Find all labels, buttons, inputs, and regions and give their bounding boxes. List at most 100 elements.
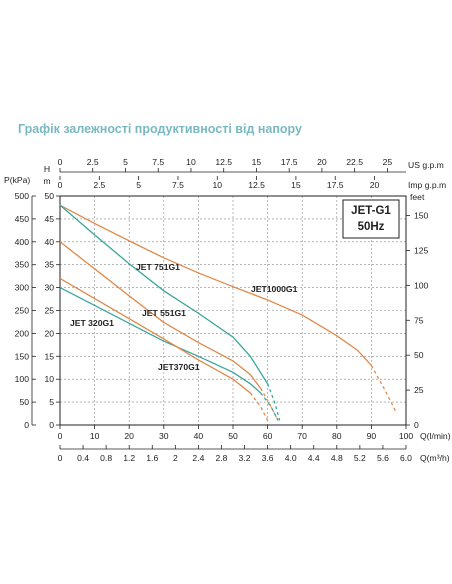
x-lmin-tick-label: 50 [228, 431, 238, 441]
x-imp-tick-label: 20 [370, 180, 380, 190]
x-m3h-tick-label: 0.8 [100, 453, 112, 463]
y-m-tick-label: 25 [44, 306, 54, 316]
x-us-tick-label: 15 [252, 157, 262, 167]
x-lmin-tick-label: 0 [58, 431, 63, 441]
series-line-tail-2 [260, 388, 279, 421]
series-line-0 [59, 204, 372, 366]
series-label-3: JET 320G1 [70, 318, 114, 328]
y-feet-tick-label: 150 [414, 211, 429, 221]
series-line-2 [59, 241, 262, 389]
x-m3h-tick-label: 3.2 [239, 453, 251, 463]
series-label-0: JET1000G1 [251, 284, 298, 294]
y-kpa-tick-label: 0 [24, 420, 29, 430]
x-m3h-tick-label: 2 [173, 453, 178, 463]
y-m-axis-label: H [44, 164, 50, 174]
x-m3h-tick-label: 4.4 [308, 453, 320, 463]
y-feet-tick-label: 75 [414, 315, 424, 325]
x-us-tick-label: 5 [123, 157, 128, 167]
x-lmin-tick-label: 60 [263, 431, 273, 441]
x-us-tick-label: 12.5 [215, 157, 232, 167]
y-m-tick-label: 0 [49, 420, 54, 430]
x-m3h-tick-label: 6.0 [400, 453, 412, 463]
y-feet-tick-label: 50 [414, 350, 424, 360]
y-kpa-tick-label: 350 [15, 260, 30, 270]
y-kpa-tick-label: 400 [15, 237, 30, 247]
x-imp-tick-label: 12.5 [248, 180, 265, 190]
x-imp-tick-label: 7.5 [172, 180, 184, 190]
y-kpa-tick-label: 150 [15, 351, 30, 361]
series-lines [59, 204, 397, 421]
y-feet-tick-label: 125 [414, 245, 429, 255]
y-m-tick-label: 45 [44, 214, 54, 224]
x-imp-tick-label: 2.5 [93, 180, 105, 190]
y-m-tick-label: 50 [44, 191, 54, 201]
x-m3h-tick-label: 1.2 [123, 453, 135, 463]
y-feet-tick-label: 25 [414, 385, 424, 395]
x-lmin-tick-label: 80 [332, 431, 342, 441]
x-m3h-tick-label: 0 [58, 453, 63, 463]
x-m3h-tick-label: 2.8 [215, 453, 227, 463]
x-m3h-tick-label: 2.4 [192, 453, 204, 463]
y-m-tick-label: 15 [44, 351, 54, 361]
y-m-tick-label: 5 [49, 397, 54, 407]
axes: 0 10 20 30 40 50 60 70 80 90 100 Q(l/min)0 0.4 0.8 1.2… [4, 157, 451, 463]
x-us-tick-label: 25 [383, 157, 393, 167]
model-box: JET-G1 50Hz [342, 199, 400, 239]
x-m3h-tick-label: 5.2 [354, 453, 366, 463]
x-us-tick-label: 7.5 [152, 157, 164, 167]
x-us-tick-label: 17.5 [281, 157, 298, 167]
x-m3h-tick-label: 1.6 [146, 453, 158, 463]
x-lmin-tick-label: 90 [367, 431, 377, 441]
x-lmin-axis-label: Q(l/min) [420, 431, 451, 441]
x-lmin-tick-label: 30 [159, 431, 169, 441]
model-box-title: JET-G1 [351, 205, 391, 217]
series-label-4: JET370G1 [158, 362, 200, 372]
x-us-tick-label: 10 [186, 157, 196, 167]
y-feet-tick-label: 0 [414, 420, 419, 430]
x-m3h-tick-label: 0.4 [77, 453, 89, 463]
y-kpa-tick-label: 200 [15, 328, 30, 338]
y-feet-axis-label: feet [410, 192, 425, 202]
y-m-tick-label: 10 [44, 374, 54, 384]
y-m-tick-label: 30 [44, 283, 54, 293]
y-kpa-tick-label: 100 [15, 374, 30, 384]
x-imp-tick-label: 17.5 [327, 180, 344, 190]
x-m3h-tick-label: 4.0 [285, 453, 297, 463]
x-us-axis-label: US g.p.m [408, 160, 444, 170]
x-m3h-axis-label: Q(m³/h) [420, 453, 450, 463]
x-imp-tick-label: 0 [58, 180, 63, 190]
x-m3h-tick-label: 3.6 [262, 453, 274, 463]
y-m-tick-label: 35 [44, 260, 54, 270]
series-line-1 [59, 204, 269, 385]
x-lmin-tick-label: 20 [124, 431, 134, 441]
y-m-tick-label: 20 [44, 328, 54, 338]
series-label-1: JET 751G1 [136, 262, 180, 272]
x-lmin-tick-label: 70 [297, 431, 307, 441]
x-us-tick-label: 22.5 [346, 157, 363, 167]
x-lmin-tick-label: 10 [90, 431, 100, 441]
x-imp-tick-label: 5 [136, 180, 141, 190]
y-kpa-axis-label: P(kPa) [4, 175, 30, 185]
x-m3h-tick-label: 5.6 [377, 453, 389, 463]
y-m-axis-label-unit: m [43, 176, 50, 186]
series-labels: JET1000G1 JET 751G1 JET 551G1 JET 320G1 JET3… [70, 262, 298, 372]
y-m-tick-label: 40 [44, 237, 54, 247]
page-title: Графік залежності продуктивності від нап… [18, 122, 302, 136]
y-kpa-tick-label: 50 [19, 397, 29, 407]
x-imp-tick-label: 10 [212, 180, 222, 190]
series-line-4 [59, 277, 251, 394]
x-us-tick-label: 20 [317, 157, 327, 167]
x-lmin-tick-label: 40 [194, 431, 204, 441]
y-kpa-tick-label: 450 [15, 214, 30, 224]
x-m3h-tick-label: 4.8 [331, 453, 343, 463]
model-box-frequency: 50Hz [358, 221, 385, 233]
x-us-tick-label: 2.5 [87, 157, 99, 167]
series-line-tail-4 [249, 392, 269, 421]
y-kpa-tick-label: 500 [15, 191, 30, 201]
x-us-tick-label: 0 [58, 157, 63, 167]
y-kpa-tick-label: 250 [15, 306, 30, 316]
y-feet-tick-label: 100 [414, 280, 429, 290]
x-imp-axis-label: Imp g.p.m [408, 180, 446, 190]
x-imp-tick-label: 15 [291, 180, 301, 190]
